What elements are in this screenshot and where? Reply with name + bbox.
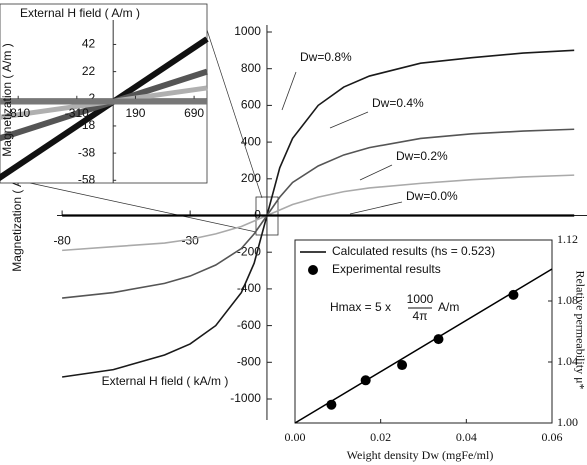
zoom-connector (29, 182, 257, 233)
inset-series-line (0, 68, 208, 142)
data-point (397, 360, 408, 371)
inset-title: External H field ( A/m ) (20, 6, 140, 20)
formula: A/m (438, 300, 459, 314)
series-label: Dw=0.4% (372, 96, 424, 110)
data-point (360, 375, 371, 386)
inset-y2-tick-label: 1.00 (557, 415, 578, 429)
inset-y-tick-label: -38 (78, 145, 96, 159)
inset-x-tick-label: 190 (125, 106, 145, 120)
inset-y-tick-label: 42 (82, 37, 96, 51)
x-axis-label: External H field ( kA/m ) (102, 374, 229, 388)
series-line (62, 128, 575, 299)
inset-y2-axis-label: Relative permeability μ* (573, 270, 587, 389)
inset-y-tick-label: 22 (82, 64, 96, 78)
series-line (62, 49, 575, 378)
annotation-arrow (359, 164, 393, 181)
inset-frame (294, 239, 553, 424)
y-axis-label: Magnetization ( A/m ) (10, 158, 24, 271)
series-label: Dw=0.2% (396, 149, 448, 163)
y-tick-label: -600 (237, 318, 261, 332)
y-tick-label: -800 (237, 354, 261, 368)
series-label: Dw=0.0% (406, 189, 458, 203)
inset-y2-tick-label: 1.08 (557, 293, 578, 307)
series-label: Dw=0.8% (300, 50, 352, 64)
inset-x-tick-label: -810 (6, 106, 30, 120)
x-tick-label: -30 (181, 234, 199, 248)
legend-swatch (308, 265, 318, 275)
y-tick-label: 400 (241, 134, 261, 148)
y-tick-label: -400 (237, 281, 261, 295)
legend-label: Calculated results (hs = 0.523) (332, 244, 495, 258)
y-tick-label: 600 (241, 98, 261, 112)
inset-series-line (0, 36, 209, 182)
inset-x-axis-label: Weight density Dw (mgFe/ml) (347, 448, 494, 462)
zoom-connector (206, 29, 263, 199)
legend-label: Experimental results (332, 262, 441, 276)
inset-y-tick-label: 2 (88, 91, 95, 105)
inset-x-tick-label: 0.06 (542, 430, 563, 444)
annotation-arrow (349, 201, 403, 215)
y-tick-label: -200 (237, 244, 261, 258)
inset-x-tick-label: -310 (65, 106, 89, 120)
inset-x-tick-label: 0.00 (285, 430, 306, 444)
inset-x-tick-label: 690 (184, 106, 204, 120)
data-point (508, 289, 519, 300)
series-line (62, 174, 575, 252)
inset-y-axis-label: Magnetization ( A/m ) (0, 43, 14, 156)
annotation-arrow (281, 71, 297, 111)
y-tick-label: -1000 (230, 391, 261, 405)
annotation-arrow (329, 111, 369, 129)
y-tick-label: 1000 (234, 24, 261, 38)
inset-y2-tick-label: 1.12 (557, 232, 578, 246)
data-point (326, 399, 337, 410)
inset-background (283, 236, 552, 423)
y-tick-label: 800 (241, 61, 261, 75)
formula: 1000 (407, 292, 434, 306)
inset-x-tick-label: 0.02 (370, 430, 391, 444)
data-point (433, 334, 444, 345)
inset-y-tick-label: -58 (78, 172, 96, 186)
formula: Hmax = 5 x (330, 300, 391, 314)
inset-y2-tick-label: 1.04 (557, 354, 578, 368)
formula: 4π (413, 309, 428, 323)
inset-x-tick-label: 0.04 (456, 430, 477, 444)
y-tick-label: 200 (241, 171, 261, 185)
x-tick-label: -80 (53, 234, 71, 248)
